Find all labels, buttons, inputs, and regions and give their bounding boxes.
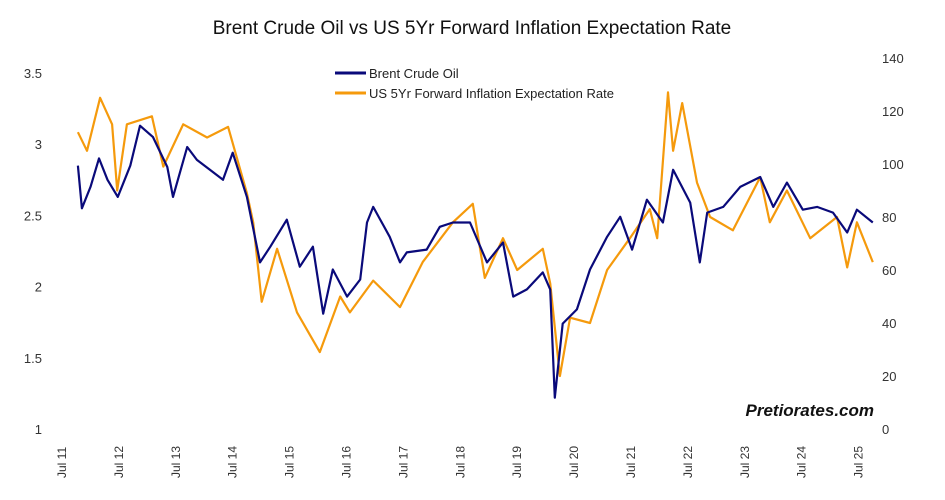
- chart-title: Brent Crude Oil vs US 5Yr Forward Inflat…: [213, 18, 732, 39]
- y-right-tick-label: 120: [882, 104, 904, 119]
- legend-label: US 5Yr Forward Inflation Expectation Rat…: [369, 86, 614, 101]
- y-axis-right: 0 20 40 60 80 100 120 140: [882, 51, 904, 437]
- x-tick-label: Jul 25: [852, 446, 866, 478]
- x-tick-label: Jul 23: [738, 446, 752, 478]
- y-left-tick-label: 3: [35, 137, 42, 152]
- y-right-tick-label: 20: [882, 369, 896, 384]
- y-left-tick-label: 2.5: [24, 208, 42, 223]
- y-left-tick-label: 2: [35, 280, 42, 295]
- y-right-tick-label: 40: [882, 316, 896, 331]
- y-axis-left: 1 1.5 2 2.5 3 3.5: [24, 66, 42, 437]
- y-left-tick-label: 3.5: [24, 66, 42, 81]
- x-tick-label: Jul 15: [283, 446, 297, 478]
- x-axis: Jul 11 Jul 12 Jul 13 Jul 14 Jul 15 Jul 16 Jul …: [55, 446, 866, 478]
- x-tick-label: Jul 19: [510, 446, 524, 478]
- watermark: Pretiorates.com: [746, 401, 875, 420]
- y-left-tick-label: 1.5: [24, 351, 42, 366]
- y-right-tick-label: 140: [882, 51, 904, 66]
- x-tick-label: Jul 16: [340, 446, 354, 478]
- y-right-tick-label: 60: [882, 263, 896, 278]
- x-tick-label: Jul 20: [567, 446, 581, 478]
- y-right-tick-label: 100: [882, 157, 904, 172]
- legend-label: Brent Crude Oil: [369, 66, 459, 81]
- x-tick-label: Jul 22: [681, 446, 695, 478]
- x-tick-label: Jul 21: [624, 446, 638, 478]
- x-tick-label: Jul 18: [453, 446, 467, 478]
- y-right-tick-label: 0: [882, 422, 889, 437]
- x-tick-label: Jul 11: [55, 447, 69, 478]
- x-tick-label: Jul 12: [112, 446, 126, 478]
- x-tick-label: Jul 24: [795, 446, 809, 478]
- legend: Brent Crude Oil US 5Yr Forward Inflation …: [335, 66, 614, 101]
- series-line-brent-crude-oil: [76, 124, 874, 399]
- y-right-tick-label: 80: [882, 210, 896, 225]
- x-tick-label: Jul 14: [226, 446, 240, 478]
- plot-lines: [76, 91, 874, 399]
- series-line-inflation-expectation: [76, 91, 874, 378]
- x-tick-label: Jul 17: [396, 446, 410, 478]
- x-tick-label: Jul 13: [169, 446, 183, 478]
- y-left-tick-label: 1: [35, 422, 42, 437]
